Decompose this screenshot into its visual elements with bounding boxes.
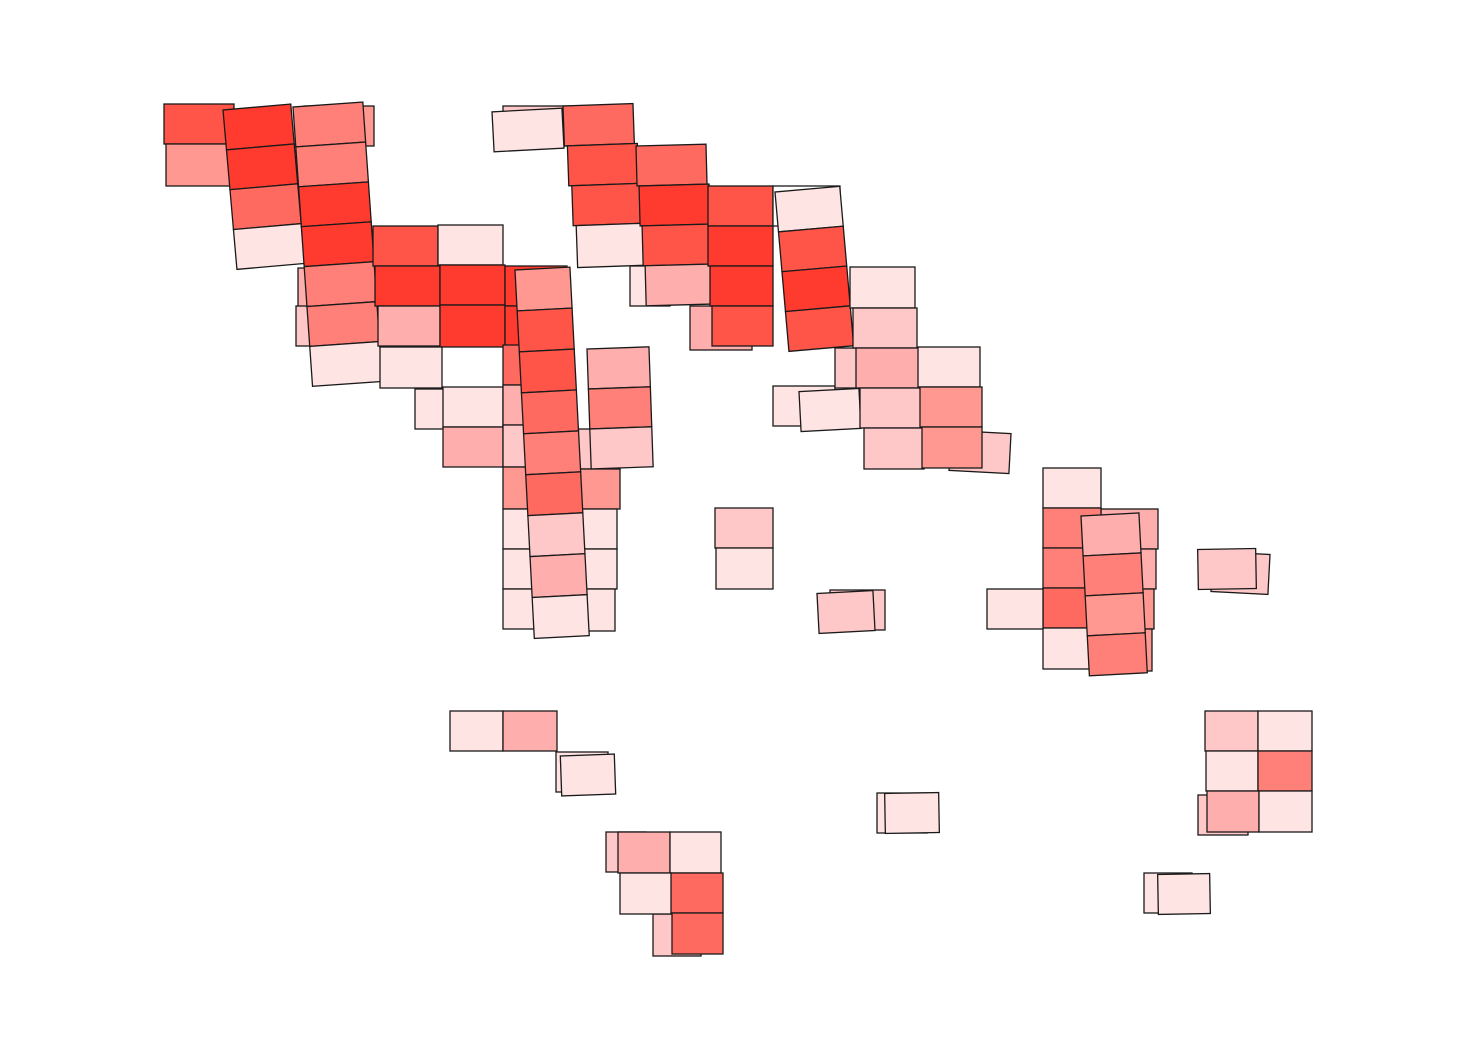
tile — [711, 305, 774, 347]
tile — [372, 225, 439, 267]
tile — [586, 346, 652, 390]
tile — [520, 389, 580, 435]
tile — [635, 143, 708, 187]
tile — [1080, 512, 1142, 557]
tile — [522, 430, 582, 476]
tile — [707, 185, 774, 227]
tile — [379, 346, 443, 389]
tile — [491, 107, 565, 153]
tile — [1156, 872, 1212, 916]
tile — [559, 753, 617, 797]
tile — [449, 710, 504, 752]
tile-group — [562, 102, 647, 269]
tile — [374, 265, 441, 307]
tile — [855, 347, 920, 389]
tile — [638, 183, 711, 227]
tile — [297, 181, 372, 228]
tile-group — [514, 266, 590, 640]
tile — [849, 266, 916, 309]
tile — [529, 553, 588, 599]
tile — [531, 593, 590, 640]
tile — [784, 305, 855, 353]
tile — [566, 142, 640, 187]
tile — [671, 912, 724, 955]
tile — [222, 103, 295, 151]
tile — [232, 222, 306, 271]
tile — [525, 471, 584, 517]
tile — [1257, 750, 1313, 792]
tile-group — [798, 266, 983, 470]
tile-group — [449, 547, 1313, 955]
tile — [1082, 552, 1144, 597]
tile — [917, 346, 981, 388]
tile — [292, 101, 367, 148]
tile-group — [586, 346, 654, 470]
tile — [562, 102, 636, 147]
tile — [1258, 790, 1313, 833]
tile — [1206, 790, 1260, 833]
tile — [859, 387, 922, 429]
tile — [300, 221, 375, 268]
tile — [437, 224, 504, 266]
tile — [670, 872, 724, 914]
tile — [306, 300, 381, 348]
tile — [715, 547, 774, 590]
tile — [798, 387, 862, 433]
tile — [1204, 710, 1259, 752]
tile — [714, 507, 774, 549]
tile — [439, 304, 506, 348]
tile — [1084, 592, 1146, 637]
tile-group — [714, 467, 1102, 670]
tile — [589, 426, 654, 470]
tile — [619, 872, 673, 915]
tile — [774, 185, 844, 233]
tile — [919, 386, 983, 428]
tile-group — [292, 101, 384, 388]
tile — [641, 223, 712, 267]
tile — [163, 103, 235, 145]
tile — [571, 182, 644, 227]
tile — [442, 426, 504, 468]
tile — [527, 512, 586, 558]
tile — [1086, 632, 1148, 677]
tile — [518, 348, 578, 394]
tile — [377, 305, 441, 347]
tile — [777, 225, 848, 273]
tile — [921, 426, 983, 469]
tile — [883, 791, 941, 835]
tile — [229, 183, 302, 231]
tile — [1205, 750, 1259, 792]
tile — [709, 265, 774, 307]
tile-group — [222, 103, 306, 271]
tile — [439, 264, 506, 306]
tile-group — [635, 143, 713, 307]
tile — [309, 340, 384, 388]
tile — [1042, 467, 1102, 509]
tile — [852, 307, 918, 349]
tile — [1257, 710, 1313, 752]
tile — [303, 261, 378, 308]
tile-group — [1080, 512, 1148, 677]
tile — [516, 307, 575, 353]
tile — [816, 589, 876, 635]
tile — [986, 588, 1044, 630]
tile — [707, 225, 774, 267]
tile — [514, 266, 573, 312]
tile — [587, 386, 653, 430]
tile — [502, 710, 558, 752]
tile — [781, 265, 851, 313]
tile — [1196, 547, 1258, 591]
tile — [165, 143, 237, 187]
tile — [617, 831, 671, 874]
tile — [669, 831, 722, 874]
tile — [863, 427, 925, 470]
tile — [442, 386, 504, 428]
tile — [575, 222, 647, 269]
tile — [295, 141, 370, 188]
tile — [225, 143, 299, 191]
tile — [644, 263, 713, 307]
tile-group — [774, 185, 855, 353]
